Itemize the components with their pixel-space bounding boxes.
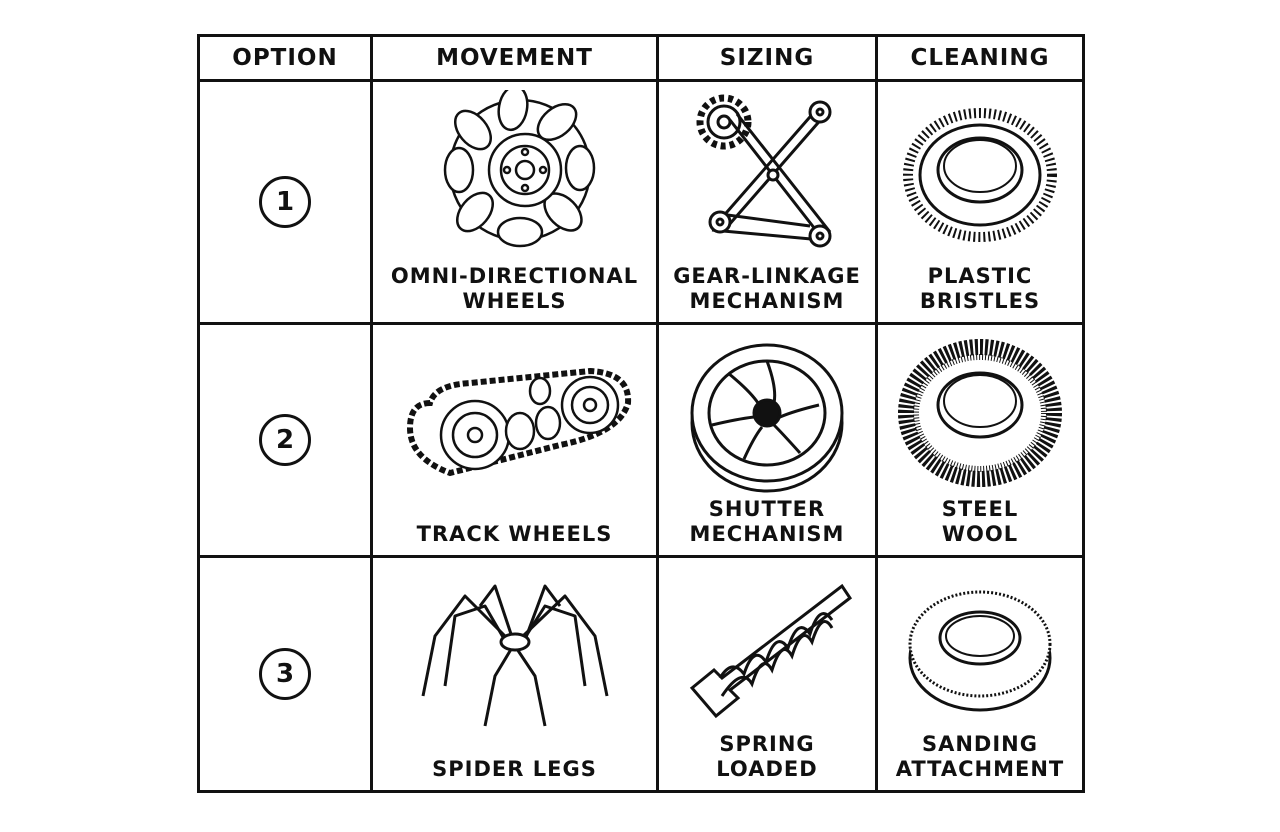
cleaning-cell-1: PLASTIC BRISTLES <box>875 79 1085 325</box>
bristle-ring-icon <box>903 108 1057 242</box>
cleaning-cell-3: SANDING ATTACHMENT <box>875 555 1085 793</box>
option-cell-1: 1 <box>197 79 373 325</box>
sizing-label-2: SHUTTER MECHANISM <box>689 497 845 546</box>
gear-linkage-icon <box>696 94 832 248</box>
option-row-3: 3 SPIDER LEGS <box>197 555 1085 793</box>
spring-icon <box>689 583 853 719</box>
option-number-3: 3 <box>259 648 311 700</box>
header-option: OPTION <box>197 34 373 82</box>
sizing-label-3: SPRING LOADED <box>716 732 818 781</box>
option-cell-3: 3 <box>197 555 373 793</box>
morphological-chart: OPTION MOVEMENT SIZING CLEANING 1 <box>197 34 1085 793</box>
movement-label-3: SPIDER LEGS <box>432 757 597 781</box>
omni-wheel-icon <box>443 90 595 248</box>
header-row: OPTION MOVEMENT SIZING CLEANING <box>197 34 1085 82</box>
option-number-1: 1 <box>259 176 311 228</box>
sizing-cell-3: SPRING LOADED <box>656 555 878 793</box>
movement-cell-3: SPIDER LEGS <box>370 555 659 793</box>
header-sizing: SIZING <box>656 34 878 82</box>
spider-legs-icon <box>421 584 608 727</box>
movement-cell-2: TRACK WHEELS <box>370 322 659 558</box>
movement-label-1: OMNI-DIRECTIONAL WHEELS <box>390 264 639 313</box>
option-number-2: 2 <box>259 414 311 466</box>
option-row-2: 2 TRA <box>197 322 1085 558</box>
movement-label-2: TRACK WHEELS <box>416 522 613 546</box>
cleaning-cell-2: STEEL WOOL <box>875 322 1085 558</box>
cleaning-label-3: SANDING ATTACHMENT <box>895 732 1065 781</box>
option-cell-2: 2 <box>197 322 373 558</box>
movement-cell-1: OMNI-DIRECTIONAL WHEELS <box>370 79 659 325</box>
sanding-ring-icon <box>908 590 1052 712</box>
header-cleaning: CLEANING <box>875 34 1085 82</box>
sizing-cell-2: SHUTTER MECHANISM <box>656 322 878 558</box>
option-row-1: 1 <box>197 79 1085 325</box>
sizing-label-1: GEAR-LINKAGE MECHANISM <box>673 264 861 313</box>
cleaning-label-1: PLASTIC BRISTLES <box>919 264 1041 313</box>
steel-wool-icon <box>898 339 1062 487</box>
sizing-cell-1: GEAR-LINKAGE MECHANISM <box>656 79 878 325</box>
header-movement: MOVEMENT <box>370 34 659 82</box>
track-wheels-icon <box>406 367 631 477</box>
shutter-icon <box>690 343 844 493</box>
cleaning-label-2: STEEL WOOL <box>941 497 1019 546</box>
